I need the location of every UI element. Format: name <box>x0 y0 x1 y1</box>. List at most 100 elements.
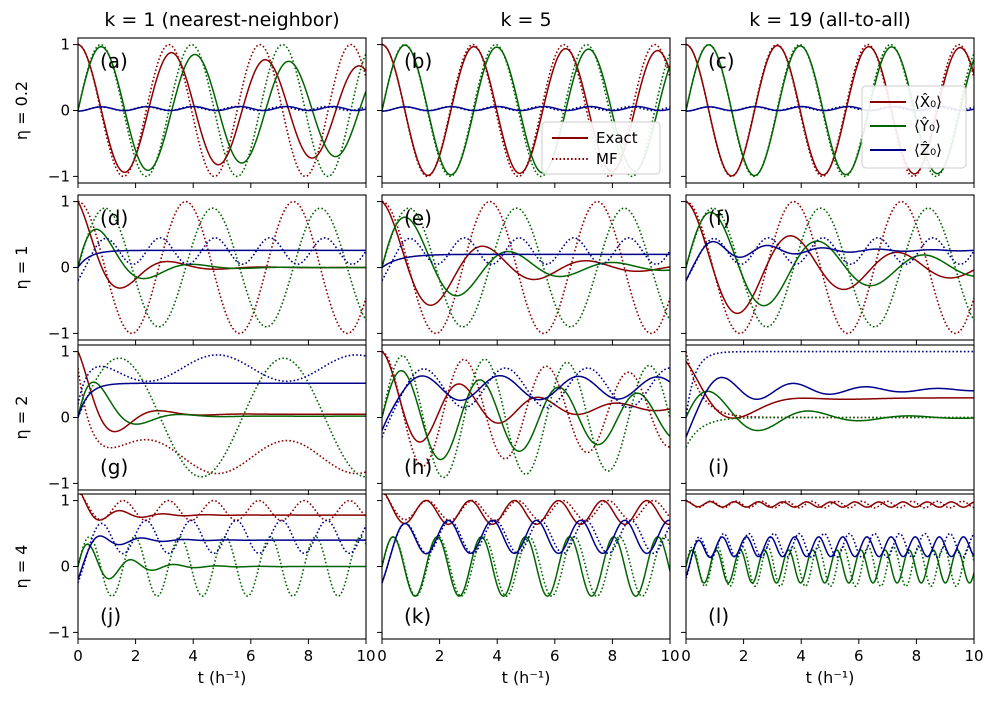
row-label: η = 4 <box>12 545 31 589</box>
series-x-mf <box>78 43 366 178</box>
series-x-exact <box>382 350 670 443</box>
legend-label: MF <box>596 150 618 168</box>
series-z-mf <box>78 237 366 282</box>
series-z-mf <box>382 105 670 112</box>
column-title: k = 5 <box>500 9 551 31</box>
series-y-exact <box>78 543 366 580</box>
series-y-mf <box>78 207 366 328</box>
series-x-mf <box>382 43 670 178</box>
series-z-mf <box>686 532 974 579</box>
row-label: η = 1 <box>12 246 31 290</box>
column-title: k = 1 (nearest-neighbor) <box>104 9 339 31</box>
y-tick-label: 0 <box>60 558 70 576</box>
x-tick-label: 8 <box>608 647 618 665</box>
series-x-exact <box>382 201 670 306</box>
column-titles: k = 1 (nearest-neighbor) k = 5 k = 19 (all… <box>104 9 910 31</box>
panel-label: (a) <box>100 49 128 73</box>
panel-k: 0 2 4 6 8 10 t (h⁻¹) (k) <box>377 493 680 687</box>
panel-label: (i) <box>708 455 729 479</box>
series-y-mf <box>78 357 366 478</box>
x-tick-label: 4 <box>492 647 502 665</box>
series-x-exact <box>78 43 366 174</box>
panel-b: (b) Exact MF <box>377 37 671 188</box>
x-tick-label: 0 <box>681 647 691 665</box>
x-axis-label: t (h⁻¹) <box>502 668 551 687</box>
series-y-mf <box>78 43 366 178</box>
panel-label: (l) <box>708 604 729 628</box>
y-tick-label: 0 <box>60 259 70 277</box>
y-tick-label: 0 <box>60 102 70 120</box>
series-x-exact <box>384 494 670 526</box>
x-tick-label: 10 <box>964 647 983 665</box>
panel-label: (c) <box>708 49 735 73</box>
series-z-exact <box>382 253 670 269</box>
series-y-exact <box>78 228 366 280</box>
series-x-exact <box>686 361 974 419</box>
x-tick-label: 6 <box>246 647 256 665</box>
panel-label: (e) <box>404 206 432 230</box>
x-tick-label: 0 <box>73 647 83 665</box>
x-tick-label: 2 <box>435 647 445 665</box>
series-x-exact <box>80 494 366 521</box>
series-y-mf <box>382 354 670 479</box>
panel-label: (f) <box>708 206 731 230</box>
series-x-mf <box>79 494 366 522</box>
panel-label: (h) <box>404 455 432 479</box>
x-tick-label: 10 <box>356 647 375 665</box>
legend-label: ⟨Ẑ₀⟩ <box>914 140 942 159</box>
series-y-mf <box>382 536 670 597</box>
x-tick-label: 8 <box>912 647 922 665</box>
legend-label: ⟨Ŷ₀⟩ <box>914 116 941 135</box>
panel-label: (j) <box>100 604 121 628</box>
x-tick-label: 6 <box>550 647 560 665</box>
series-y-exact <box>686 549 974 584</box>
series-z-exact <box>78 382 366 418</box>
series-x-exact <box>686 500 974 508</box>
panel-l: 0 2 4 6 8 10 t (h⁻¹) (l) <box>681 493 984 687</box>
panel-label: (g) <box>100 455 128 479</box>
series-x-mf <box>686 351 974 419</box>
y-tick-label: 1 <box>60 492 70 510</box>
series-z-exact <box>78 105 366 112</box>
row-label: η = 0.2 <box>12 81 31 140</box>
legend-observables: ⟨X̂₀⟩ ⟨Ŷ₀⟩ ⟨Ẑ₀⟩ <box>861 85 967 169</box>
series-z-mf <box>382 519 670 584</box>
panel-c: (c) ⟨X̂₀⟩ ⟨Ŷ₀⟩ ⟨Ẑ₀⟩ <box>681 37 975 188</box>
series-x-mf <box>78 367 366 475</box>
legend-label: Exact <box>596 129 638 147</box>
x-tick-label: 2 <box>131 647 141 665</box>
series-z-exact <box>382 519 670 584</box>
x-tick-label: 6 <box>854 647 864 665</box>
series-x-mf <box>383 494 670 522</box>
series-z-mf <box>78 519 366 584</box>
x-axis-label: t (h⁻¹) <box>198 668 247 687</box>
series-z-mf <box>78 105 366 112</box>
series-y-exact <box>382 369 670 461</box>
panel-label: (k) <box>404 604 431 628</box>
series-y-mf <box>382 207 670 328</box>
series-z-exact <box>78 249 366 268</box>
x-axis-label: t (h⁻¹) <box>806 668 855 687</box>
x-tick-label: 10 <box>660 647 679 665</box>
series-y-exact <box>686 390 974 432</box>
panel-label: (b) <box>404 49 432 73</box>
y-tick-label: −1 <box>48 623 70 641</box>
y-tick-label: −1 <box>48 474 70 492</box>
y-tick-label: 1 <box>60 193 70 211</box>
x-tick-label: 4 <box>796 647 806 665</box>
series-z-mf <box>382 237 670 282</box>
series-y-mf <box>686 416 974 448</box>
panel-h: (h) <box>377 344 671 495</box>
y-tick-label: −1 <box>48 324 70 342</box>
x-tick-label: 2 <box>739 647 749 665</box>
panel-g: −1 0 1 (g) <box>48 343 367 495</box>
series-z-mf <box>382 367 670 438</box>
series-x-exact <box>78 351 366 433</box>
x-tick-label: 0 <box>377 647 387 665</box>
series-z-exact <box>78 535 366 580</box>
x-tick-label: 8 <box>304 647 314 665</box>
series-z-exact <box>686 376 974 438</box>
row-label: η = 2 <box>12 396 31 440</box>
series-x-mf <box>686 43 974 178</box>
